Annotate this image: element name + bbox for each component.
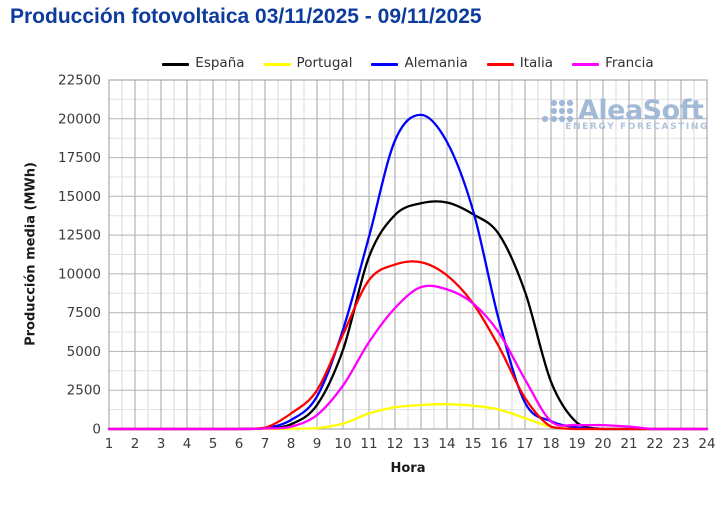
x-tick-label: 7: [261, 436, 270, 452]
legend-item-italia: Italia: [486, 55, 554, 72]
x-tick-label: 21: [620, 436, 637, 452]
x-tick-label: 8: [287, 436, 296, 452]
legend-item-espana: España: [162, 55, 245, 72]
legend-swatch: [572, 62, 600, 66]
legend-item-portugal: Portugal: [263, 55, 353, 72]
watermark-dot: [550, 107, 558, 115]
legend-swatch: [486, 62, 514, 66]
watermark-dot: [566, 107, 574, 115]
x-tick-label: 9: [313, 436, 322, 452]
legend-label: Italia: [519, 55, 554, 72]
chart-legend: España Portugal Alemania Italia Francia: [109, 54, 707, 74]
x-tick-label: 3: [157, 436, 166, 452]
y-tick-label: 15000: [58, 189, 101, 205]
y-axis-label: Producción media (MWh): [23, 162, 39, 346]
aleasoft-dots-icon: [541, 99, 574, 123]
y-tick-label: 20000: [58, 111, 101, 127]
y-tick-label: 10000: [58, 266, 101, 282]
x-tick-label: 12: [386, 436, 403, 452]
legend-label: Portugal: [296, 55, 353, 72]
legend-item-francia: Francia: [572, 57, 654, 71]
legend-label: España: [195, 55, 245, 72]
x-tick-label: 10: [334, 436, 351, 452]
watermark-dot: [550, 115, 558, 123]
watermark-dot: [558, 115, 566, 123]
x-tick-label: 11: [360, 436, 377, 452]
legend-swatch: [263, 62, 291, 66]
x-tick-label: 24: [698, 436, 715, 452]
x-tick-label: 23: [672, 436, 689, 452]
x-tick-label: 19: [568, 436, 585, 452]
x-tick-label: 14: [438, 436, 455, 452]
legend-item-alemania: Alemania: [371, 55, 468, 72]
watermark-dot: [541, 115, 549, 123]
watermark-dot: [550, 99, 558, 107]
x-tick-label: 13: [412, 436, 429, 452]
x-tick-label: 2: [131, 436, 140, 452]
x-tick-label: 20: [594, 436, 611, 452]
x-tick-label: 1: [105, 436, 114, 452]
y-tick-label: 7500: [67, 305, 101, 321]
x-tick-label: 17: [516, 436, 533, 452]
x-tick-label: 5: [209, 436, 218, 452]
legend-swatch: [371, 62, 399, 66]
watermark-brand-text: AleaSoft: [578, 95, 704, 127]
x-tick-label: 15: [464, 436, 481, 452]
series-line-francia: [107, 284, 709, 431]
watermark-tagline-text: ENERGY FORECASTING: [565, 122, 709, 132]
y-tick-label: 17500: [58, 150, 101, 166]
y-tick-label: 2500: [67, 383, 101, 399]
x-axis-label: Hora: [390, 461, 426, 476]
watermark-dot: [558, 107, 566, 115]
watermark-dot: [566, 99, 574, 107]
x-tick-label: 16: [490, 436, 507, 452]
y-tick-label: 22500: [58, 73, 101, 89]
y-tick-label: 5000: [67, 344, 101, 360]
legend-swatch: [162, 62, 190, 66]
chart-title: Producción fotovoltaica 03/11/2025 - 09/…: [10, 5, 482, 28]
plot-border: [108, 79, 708, 430]
y-tick-label: 0: [92, 422, 101, 438]
watermark-dot: [566, 115, 574, 123]
watermark-dot: [558, 99, 566, 107]
aleasoft-watermark: AleaSoft ENERGY FORECASTING: [541, 90, 709, 132]
x-tick-label: 22: [646, 436, 663, 452]
legend-label: Alemania: [404, 55, 468, 72]
legend-label: Francia: [605, 55, 654, 72]
y-tick-label: 12500: [58, 228, 101, 244]
x-tick-label: 4: [183, 436, 192, 452]
x-tick-label: 18: [542, 436, 559, 452]
x-tick-label: 6: [235, 436, 244, 452]
